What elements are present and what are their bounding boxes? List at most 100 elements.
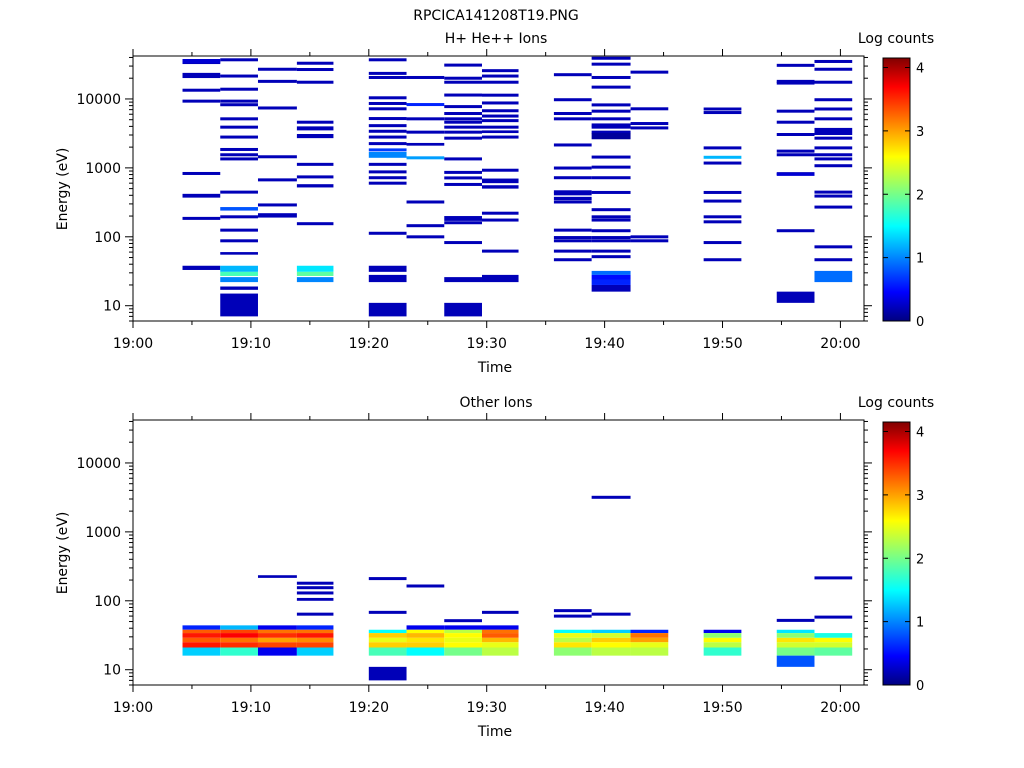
colorbar-label: Log counts (858, 395, 934, 411)
heatmap-cell (553, 249, 592, 253)
heatmap-cell (368, 142, 407, 146)
heatmap-cell (814, 245, 853, 249)
heatmap-cell (481, 185, 519, 189)
heatmap-cell (406, 224, 445, 228)
heatmap-cell (591, 612, 631, 616)
heatmap-cell (296, 277, 334, 283)
heatmap-cell (553, 176, 592, 180)
heatmap-cell (703, 161, 742, 165)
heatmap-cell (220, 74, 258, 78)
heatmap-cell (296, 222, 334, 226)
x-tick-label: 19:00 (113, 700, 153, 716)
heatmap-cell (591, 109, 631, 113)
heatmap-cell (703, 146, 742, 150)
heatmap-cell (444, 76, 482, 80)
heatmap-cell (296, 68, 334, 72)
figure-title: RPCICA141208T19.PNG (413, 8, 578, 24)
heatmap-cell (591, 629, 631, 634)
heatmap-cell (553, 98, 592, 102)
heatmap-cell (591, 236, 631, 240)
heatmap-cell (776, 63, 815, 67)
heatmap-cell (814, 136, 853, 140)
heatmap-cell (481, 74, 519, 78)
heatmap-cell (296, 586, 334, 590)
heatmap-cell (220, 87, 258, 91)
heatmap-cell (630, 647, 669, 656)
panel-h-he-ions: H+ He++ Ions Energy (eV) Time Log counts… (55, 31, 934, 376)
heatmap-cell (182, 642, 221, 648)
heatmap-cell (481, 610, 519, 614)
heatmap-cell (591, 75, 631, 79)
heatmap-cell (553, 239, 592, 243)
heatmap-cell (368, 129, 407, 133)
heatmap-cell (553, 200, 592, 204)
heatmap-cell (406, 200, 445, 204)
colorbar-label: Log counts (858, 31, 934, 47)
heatmap-cell (814, 205, 853, 209)
heatmap-cell (444, 170, 482, 174)
x-axis-label: Time (477, 724, 512, 740)
heatmap-cell (591, 123, 631, 127)
y-axis-label: Energy (eV) (55, 512, 71, 595)
heatmap-cell (814, 642, 853, 648)
heatmap-cell (220, 633, 258, 638)
heatmap-cell (220, 99, 258, 103)
heatmap-cell (182, 88, 221, 92)
heatmap-cell (368, 135, 407, 139)
heatmap-cell (814, 576, 853, 580)
heatmap-cell (368, 124, 407, 128)
y-tick-label: 100 (94, 594, 121, 610)
heatmap-cell (296, 637, 334, 643)
heatmap-cell (406, 633, 445, 638)
heatmap-cell (406, 584, 445, 588)
heatmap-cell (591, 176, 631, 180)
heatmap-cell (776, 637, 815, 643)
heatmap-cell (630, 107, 669, 111)
heatmap-cell (814, 146, 853, 150)
heatmap-cell (257, 67, 297, 71)
x-tick-label: 19:40 (584, 336, 624, 352)
y-tick-label: 10 (103, 663, 121, 679)
heatmap-cell (481, 109, 519, 113)
heatmap-cell (481, 625, 519, 630)
panel-other-ions: Other Ions Energy (eV) Time Log counts 1… (55, 395, 934, 740)
heatmap-cell (553, 637, 592, 643)
heatmap-cell (553, 228, 592, 232)
heatmap-cell (220, 647, 258, 656)
heatmap-cell (481, 211, 519, 215)
heatmap-cell (481, 637, 519, 643)
heatmap-cell (296, 120, 334, 124)
x-tick-label: 19:30 (467, 336, 507, 352)
colorbar: 0 1 2 3 4 (882, 57, 924, 330)
heatmap-cell (444, 637, 482, 643)
heatmap-cell (296, 629, 334, 634)
y-tick-label: 10000 (76, 456, 121, 472)
heatmap-cell (296, 265, 334, 272)
heatmap-cell (182, 625, 221, 630)
heatmap-cell (814, 117, 853, 121)
heatmap-cell (591, 274, 631, 280)
heatmap-cell (220, 215, 258, 219)
y-tick-label: 1000 (85, 525, 121, 541)
colorbar-tick-label: 3 (916, 125, 924, 140)
heatmap-cell (257, 633, 297, 638)
heatmap-cell (591, 190, 631, 194)
heatmap-cell (553, 112, 592, 116)
heatmap-cell (406, 142, 445, 146)
heatmap-cell (553, 166, 592, 170)
heatmap-cell (220, 286, 258, 290)
heatmap-cell (591, 208, 631, 212)
heatmap-cell (220, 625, 258, 630)
heatmap-cell (406, 75, 445, 79)
heatmap-cell (444, 130, 482, 134)
heatmap-cell (814, 107, 853, 111)
heatmap-cell (703, 637, 742, 643)
heatmap-cell (368, 274, 407, 283)
heatmap-cell (220, 153, 258, 157)
heatmap-cell (481, 249, 519, 253)
heatmap-cell (296, 642, 334, 648)
heatmap-cell (814, 164, 853, 168)
heatmap-cell (814, 637, 853, 643)
heatmap-cell (368, 666, 407, 681)
